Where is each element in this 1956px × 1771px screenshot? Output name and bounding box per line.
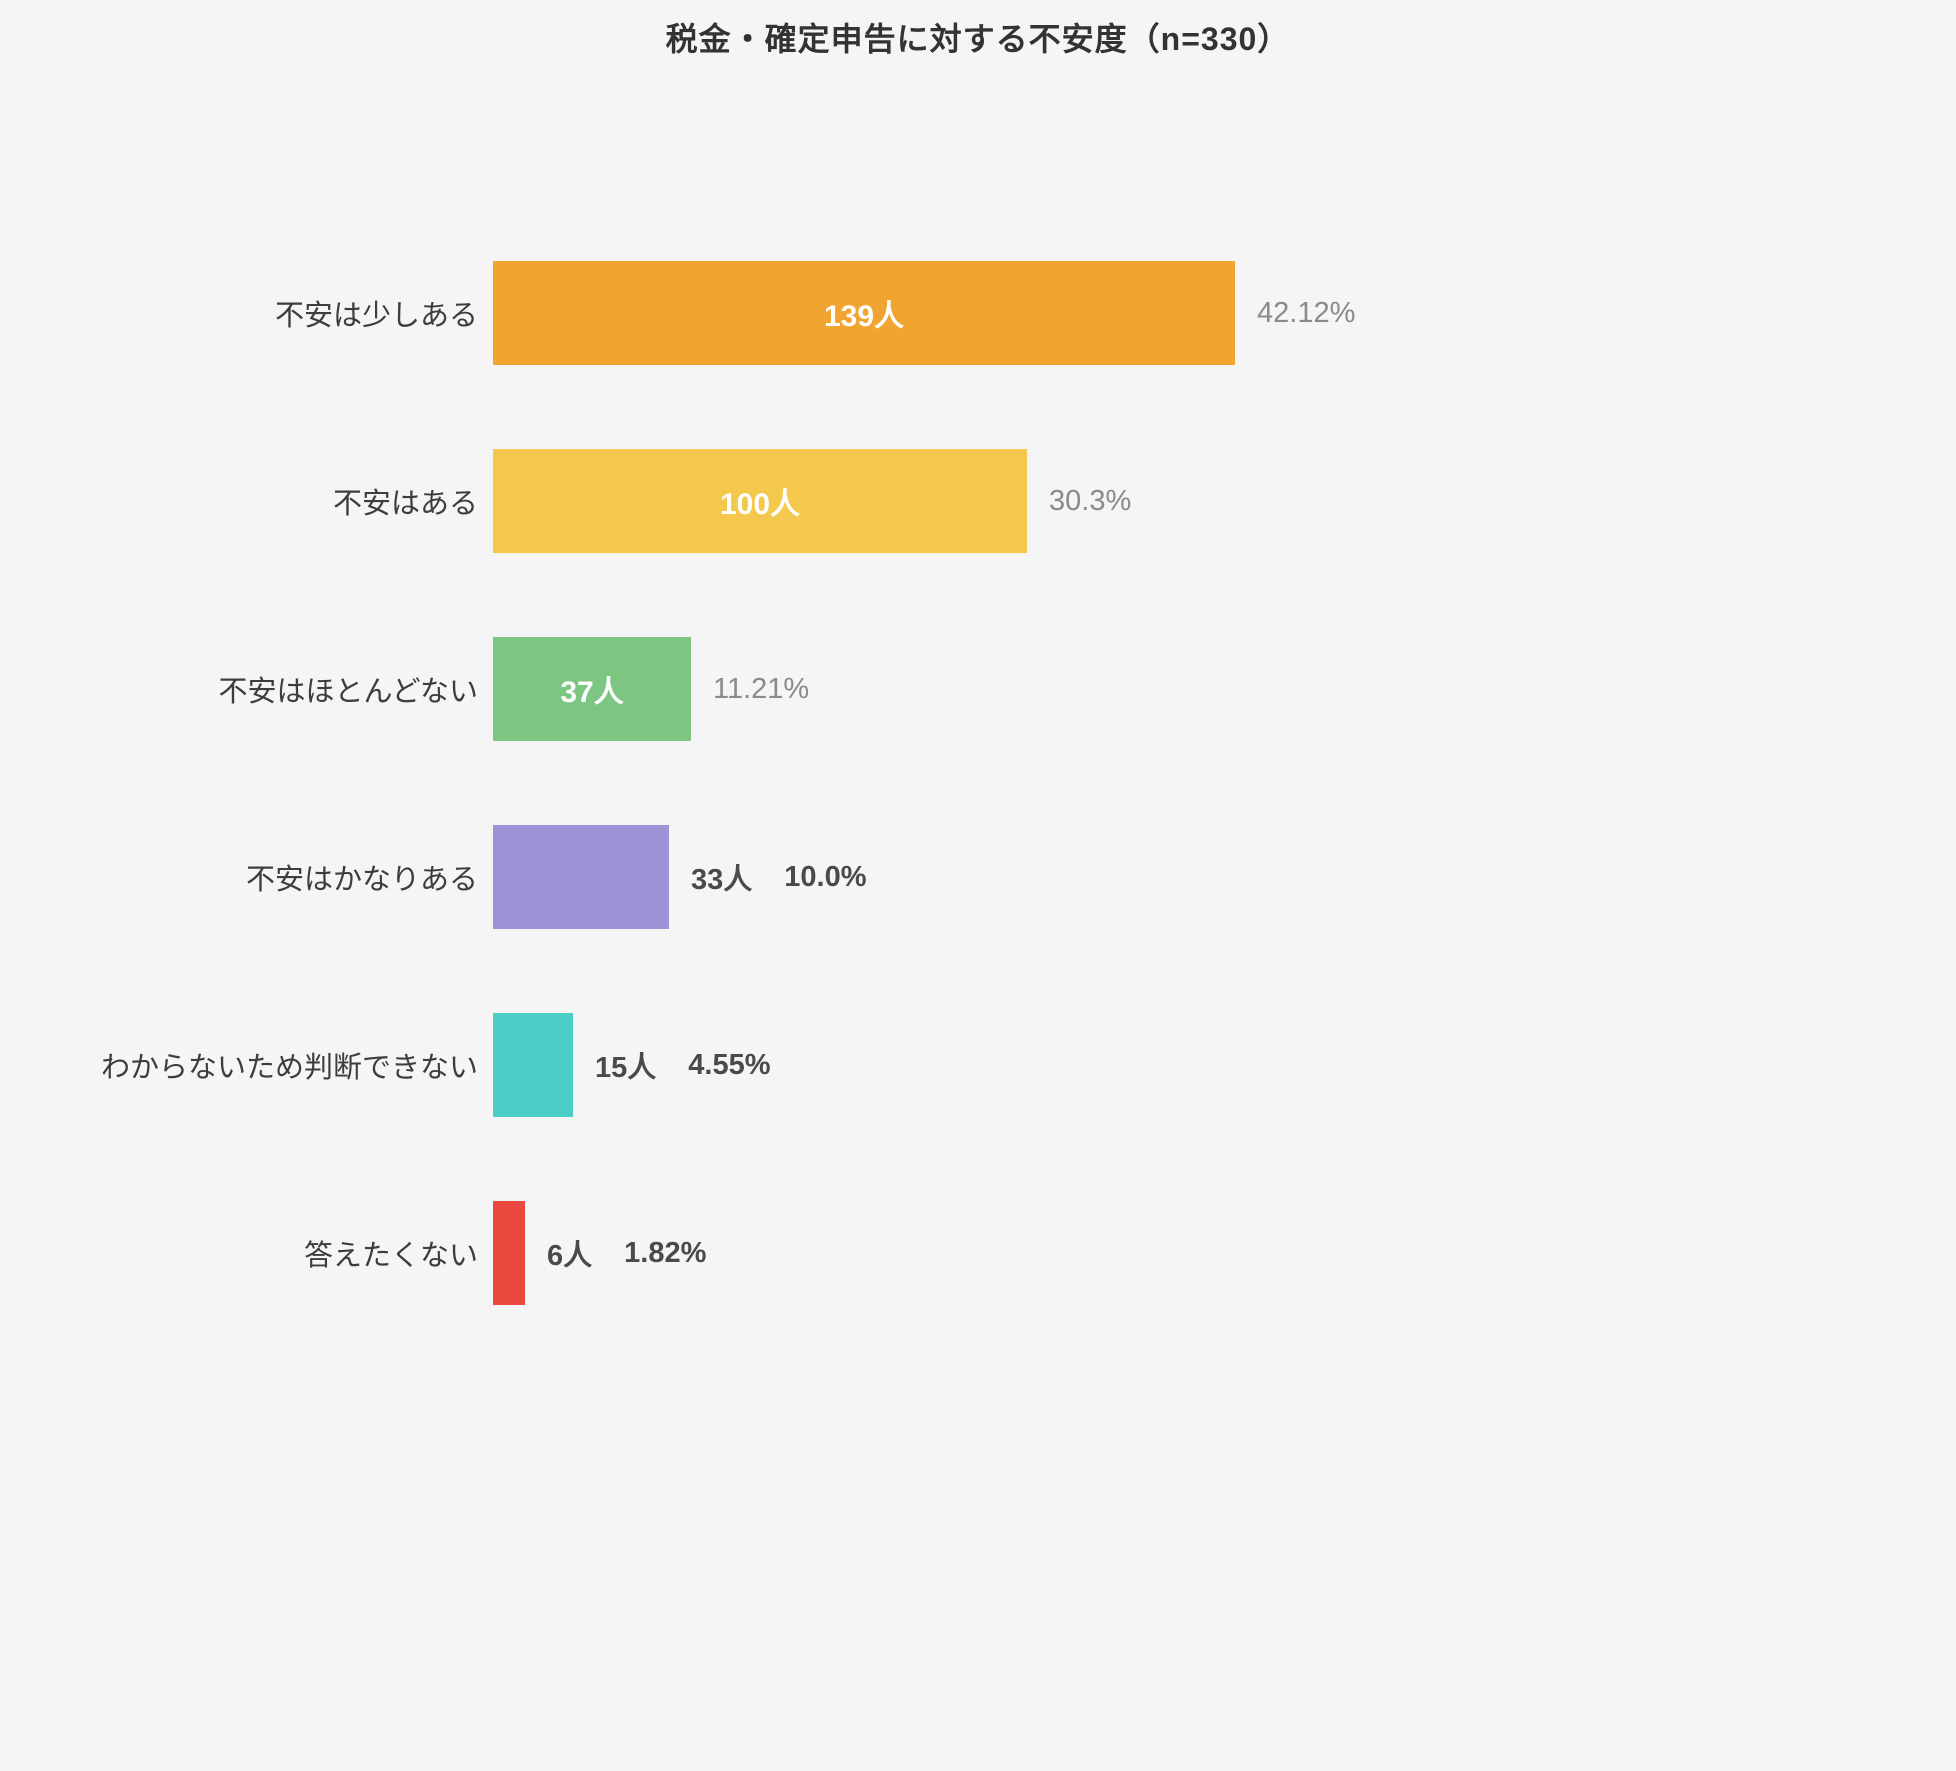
bar-track: 139人 42.12% [478,261,1956,365]
percent-label: 4.55% [688,1048,771,1081]
category-label: 不安はほとんどない [218,676,478,708]
value-label: 6人 [547,1240,593,1272]
bar [493,825,669,929]
percent-label: 1.82% [624,1236,707,1269]
category-label: 不安はかなりある [245,864,478,896]
bar-track: 100人 30.3% [478,449,1956,553]
bar-chart: 不安は少しある 139人 42.12% 不安はある 100人 30.3% 不安はほとんどない… [0,219,1956,1347]
chart-row: 不安はかなりある 33人 10.0% [0,783,1956,971]
bar: 100人 [493,449,1027,553]
category-label: 不安はある [332,488,478,520]
bar-track: 37人 11.21% [478,637,1956,741]
bar: 37人 [493,637,691,741]
chart-row: わからないため判断できない 15人 4.55% [0,971,1956,1159]
chart-row: 不安はある 100人 30.3% [0,407,1956,595]
bar-track: 33人 10.0% [478,825,1956,929]
category-label: 不安は少しある [274,300,478,332]
percent-label: 10.0% [784,860,867,893]
chart-row: 不安はほとんどない 37人 11.21% [0,595,1956,783]
bar-track: 6人 1.82% [478,1201,1956,1305]
bar: 139人 [493,261,1235,365]
percent-label: 42.12% [1257,296,1356,329]
value-label: 37人 [560,676,624,709]
value-label: 33人 [691,864,753,896]
category-label: 答えたくない [303,1240,478,1272]
percent-label: 11.21% [713,672,810,705]
bar-track: 15人 4.55% [478,1013,1956,1117]
percent-label: 30.3% [1049,484,1132,517]
value-label: 139人 [823,300,905,333]
chart-row: 不安は少しある 139人 42.12% [0,219,1956,407]
value-label: 15人 [595,1052,657,1084]
bar [493,1201,525,1305]
chart-title: 税金・確定申告に対する不安度（n=330） [665,21,1291,57]
value-label: 100人 [719,488,801,521]
chart-row: 答えたくない 6人 1.82% [0,1159,1956,1347]
category-label: わからないため判断できない [100,1052,478,1084]
bar [493,1013,573,1117]
